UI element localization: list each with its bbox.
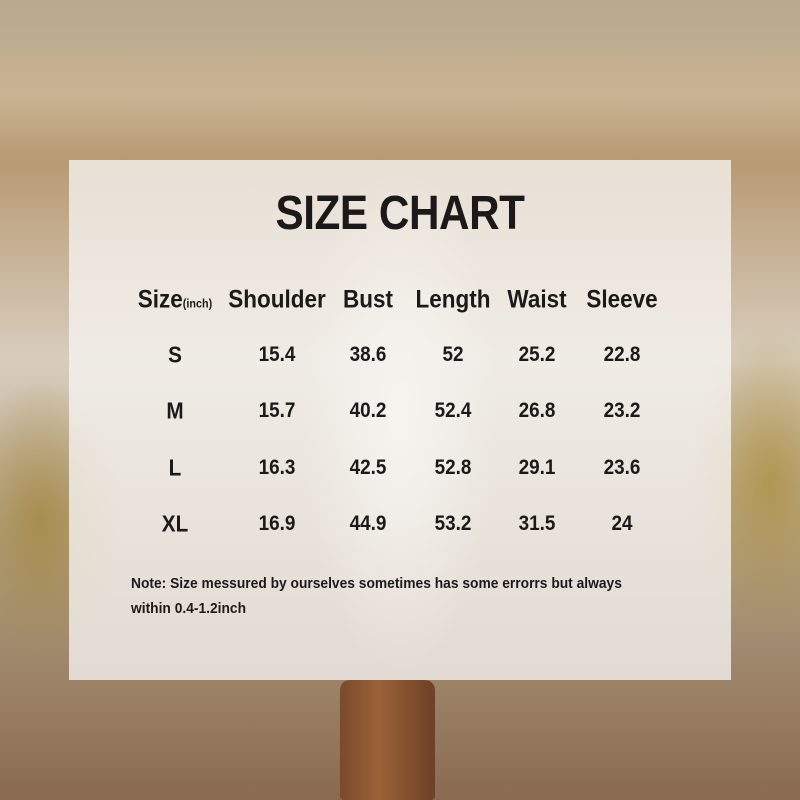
header-cell: Waist (507, 285, 567, 314)
page-title: SIZE CHART (275, 187, 525, 240)
value-cell: 16.3 (258, 456, 296, 479)
value-cell: 42.5 (349, 456, 387, 479)
size-cell: XL (161, 510, 189, 537)
value-cell: 52.4 (434, 399, 472, 422)
size-cell: M (166, 397, 184, 424)
value-cell: 15.4 (258, 343, 296, 366)
value-cell: 40.2 (349, 399, 387, 422)
value-cell: 53.2 (434, 512, 472, 535)
size-chart-panel (69, 160, 731, 680)
value-cell: 29.1 (518, 456, 556, 479)
header-cell: Shoulder (228, 285, 326, 314)
value-cell: 25.2 (518, 343, 556, 366)
size-cell: L (168, 454, 182, 481)
header-cell: Sleeve (586, 285, 658, 314)
value-cell: 23.6 (603, 456, 641, 479)
value-cell: 23.2 (603, 399, 641, 422)
value-cell: 24 (611, 512, 633, 535)
value-cell: 44.9 (349, 512, 387, 535)
value-cell: 16.9 (258, 512, 296, 535)
unit-label: (inch) (182, 296, 213, 311)
value-cell: 26.8 (518, 399, 556, 422)
boots-image (340, 680, 435, 800)
value-cell: 52 (442, 343, 464, 366)
value-cell: 22.8 (603, 343, 641, 366)
value-cell: 38.6 (349, 343, 387, 366)
note-text: Note: Size messured by ourselves sometim… (131, 575, 622, 617)
size-cell: S (168, 341, 182, 368)
header-cell: Length (415, 285, 491, 314)
header-size: Size(inch) (138, 286, 212, 315)
header-cell: Bust (342, 285, 394, 314)
value-cell: 52.8 (434, 456, 472, 479)
value-cell: 31.5 (518, 512, 556, 535)
value-cell: 15.7 (258, 399, 296, 422)
size-label: Size (137, 285, 183, 314)
